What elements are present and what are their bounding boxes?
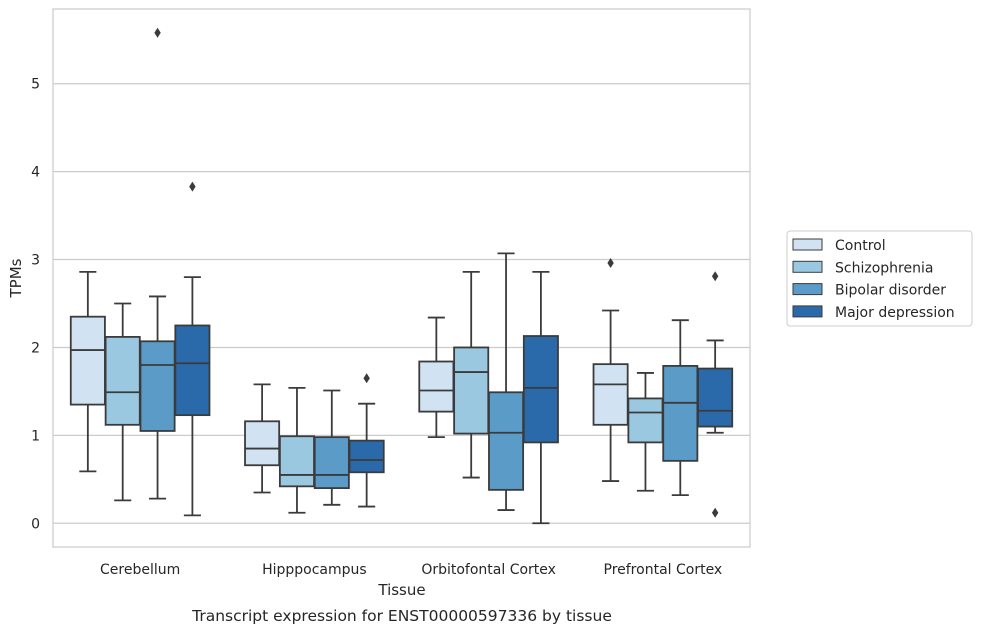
- box-1-0: [244, 383, 281, 494]
- y-tick-label: 4: [31, 165, 40, 181]
- legend-swatch: [792, 238, 823, 251]
- box-iqr: [313, 436, 350, 490]
- outlier-point: [189, 181, 196, 192]
- box-iqr: [697, 367, 734, 428]
- box-3-0: [592, 258, 629, 482]
- y-tick-label: 1: [31, 428, 40, 444]
- y-tick-labels: 0 1 2 3 4 5: [31, 77, 40, 533]
- box-iqr: [69, 315, 106, 406]
- legend-item: Control: [792, 238, 886, 254]
- x-tick-label: Hipppocampus: [262, 562, 367, 578]
- box-0-2: [139, 27, 176, 500]
- box-0-1: [104, 302, 141, 502]
- outlier-point: [711, 507, 719, 518]
- y-axis-label: TPMs: [7, 258, 25, 298]
- box-iqr: [244, 420, 281, 467]
- legend-item: Major depression: [792, 305, 955, 321]
- legend-item: Schizophrenia: [792, 260, 933, 276]
- y-tick-label: 5: [31, 77, 40, 93]
- x-tick-label: Cerebellum: [100, 562, 180, 578]
- x-tick-label: Prefrontal Cortex: [604, 562, 723, 578]
- box-1-2: [313, 389, 350, 506]
- box-iqr: [139, 340, 176, 432]
- box-iqr: [627, 397, 664, 444]
- x-tick-labels: Cerebellum Hipppocampus Orbitofontal Corte…: [100, 562, 722, 578]
- box-2-2: [488, 252, 525, 511]
- x-axis-label: Tissue: [377, 581, 425, 599]
- box-3-1: [627, 372, 664, 492]
- outlier-point: [154, 27, 161, 38]
- box-iqr: [522, 335, 559, 444]
- y-tick-label: 3: [31, 253, 40, 269]
- outlier-point: [607, 258, 614, 269]
- box-1-1: [278, 386, 315, 514]
- box-2-0: [418, 316, 455, 439]
- legend-item: Bipolar disorder: [792, 283, 946, 299]
- x-tick-label: Orbitofontal Cortex: [421, 562, 556, 578]
- legend-swatch: [792, 305, 823, 318]
- y-tick-label: 2: [31, 340, 40, 356]
- box-iqr: [278, 435, 315, 488]
- legend-label: Major depression: [835, 305, 955, 321]
- legend-swatch: [792, 283, 823, 296]
- outlier-point: [711, 271, 719, 282]
- box-iqr: [662, 365, 699, 462]
- chart-caption: Transcript expression for ENST0000059733…: [191, 607, 612, 625]
- box-3-3: [697, 271, 734, 518]
- box-2-1: [453, 270, 490, 479]
- box-0-0: [69, 270, 106, 473]
- box-iqr: [104, 335, 141, 426]
- legend-label: Schizophrenia: [835, 260, 933, 276]
- box-2-3: [522, 270, 559, 525]
- box-1-3: [348, 373, 385, 508]
- legend-swatch: [792, 260, 823, 273]
- plot-frame: [52, 8, 751, 548]
- box-iqr: [592, 363, 629, 426]
- box-iqr: [348, 439, 385, 474]
- legend-frame: [786, 230, 973, 327]
- legend: Control Schizophrenia Bipolar disorder Majo…: [786, 230, 973, 327]
- outlier-point: [363, 373, 370, 384]
- box-iqr: [174, 324, 211, 417]
- box-iqr: [488, 391, 525, 491]
- y-tick-label: 0: [31, 516, 40, 532]
- box-iqr: [418, 360, 455, 413]
- legend-label: Bipolar disorder: [835, 283, 946, 299]
- box-0-3: [174, 181, 211, 517]
- legend-label: Control: [835, 238, 886, 254]
- box-3-2: [662, 319, 699, 497]
- boxes: [69, 27, 734, 525]
- box-iqr: [453, 346, 490, 435]
